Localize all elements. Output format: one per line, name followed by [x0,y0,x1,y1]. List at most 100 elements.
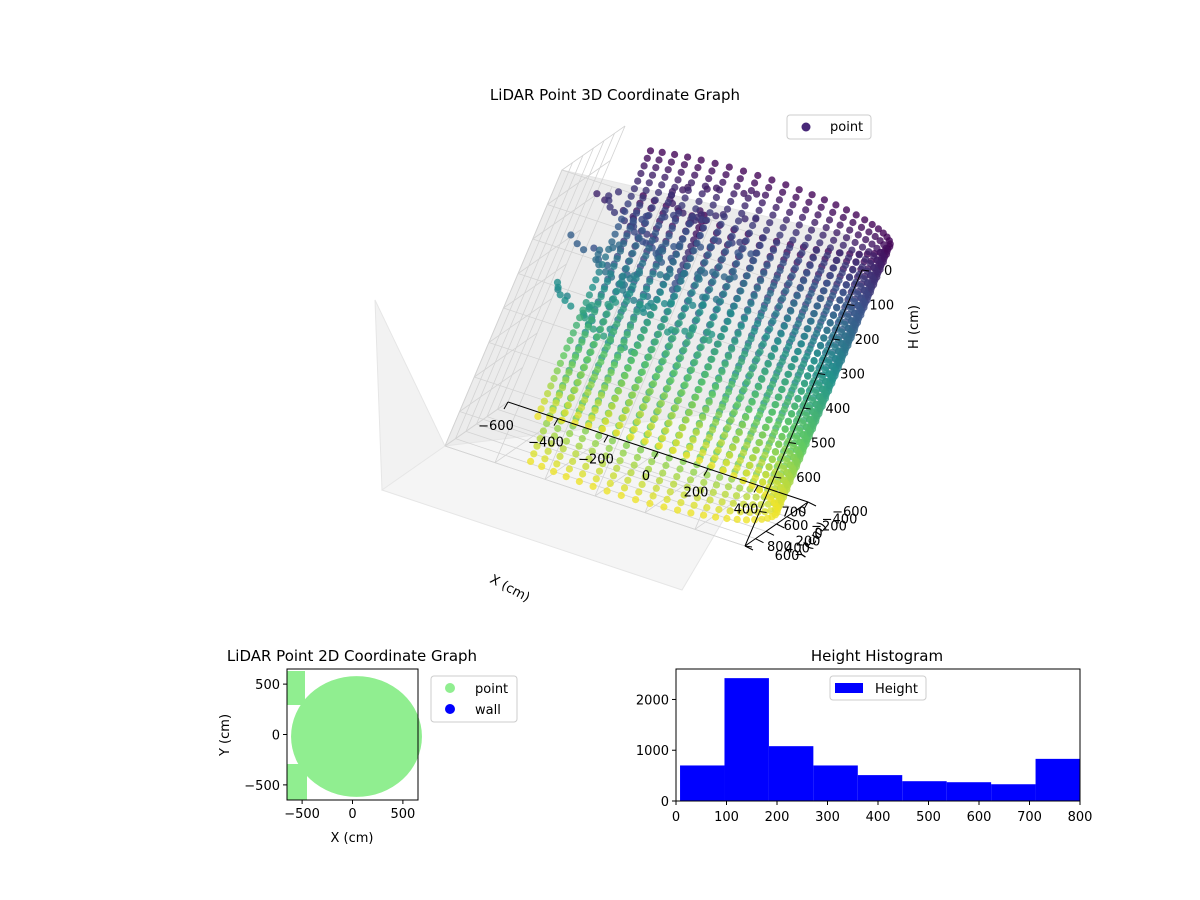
z-tick-3d [847,304,855,306]
data-point-3d [632,274,640,283]
data-point-3d [729,444,737,452]
data-point-3d [614,223,623,231]
data-point-3d [737,322,745,330]
data-point-3d [536,435,544,443]
data-point-3d [676,431,684,439]
data-point-3d [550,374,558,383]
data-point-3d [775,365,783,373]
data-point-3d [764,443,772,452]
data-point-3d [584,323,592,331]
z-tick-3d [788,442,796,444]
x-tick-label-hist: 0 [672,810,680,825]
data-point-3d [792,434,801,442]
legend-marker-point-2d [445,683,455,693]
data-point-3d [780,322,789,330]
data-point-3d [747,335,755,343]
data-point-3d [709,201,717,209]
data-point-3d [534,412,542,420]
data-point-3d [641,437,649,445]
y-tick-3d [755,538,764,544]
data-point-3d [741,202,749,210]
y-tick-label-hist: 1000 [636,744,669,759]
data-point-3d [749,221,757,230]
histogram-bar [946,782,992,801]
data-point-3d [558,384,567,392]
data-point-3d [752,493,760,501]
data-point-3d [804,297,812,305]
data-point-3d [842,234,851,242]
y-tick-label-3d: 200 [796,534,821,549]
data-point-3d [574,378,582,386]
grid-line-left-h [547,160,611,205]
data-point-3d [740,189,748,198]
data-point-3d [690,501,698,509]
legend-3d: point [786,114,872,140]
data-point-3d [751,391,760,399]
data-point-3d [718,255,727,263]
data-point-3d [786,244,794,252]
data-point-3d [687,254,695,262]
z-tick-3d [803,407,811,410]
data-point-3d [693,239,701,247]
data-point-3d [675,396,683,404]
data-point-3d [801,332,809,340]
data-point-3d [639,259,647,267]
data-point-3d [711,454,719,462]
data-point-3d [751,179,759,187]
data-point-3d [651,414,659,422]
data-point-3d [630,315,638,323]
data-point-3d [692,393,700,401]
data-point-3d [579,306,587,314]
z-tick-label-3d: 800 [767,540,792,555]
data-point-3d [618,379,626,388]
data-point-3d [678,388,686,397]
data-point-3d [791,327,799,335]
data-point-3d [578,338,586,346]
data-point-3d [592,276,600,284]
data-point-3d [651,338,659,346]
data-point-3d [681,381,689,389]
x-tick-label-hist: 100 [714,810,739,825]
data-point-3d [644,465,653,473]
data-point-3d [767,436,776,444]
data-point-3d [786,208,794,216]
data-point-3d [676,465,684,473]
data-point-3d [789,236,797,244]
data-point-3d [810,357,818,365]
data-point-3d [718,498,726,506]
y-tick-label-2d: 500 [255,678,280,693]
data-point-3d [588,301,596,309]
data-point-3d [825,358,833,366]
data-point-3d [747,187,756,195]
data-point-3d [683,451,691,459]
data-point-3d [663,495,671,503]
data-point-3d [556,452,564,460]
data-point-3d [708,391,717,399]
data-point-3d [530,450,538,458]
axes-3d: −600−400−2000200400600−600−400−200020040… [478,264,894,564]
data-point-3d [590,244,598,252]
chart-3d: LiDAR Point 3D Coordinate Graph −600−400… [374,86,922,606]
data-point-3d [640,162,648,170]
data-point-3d [621,207,629,216]
data-point-3d [775,196,784,204]
data-point-3d [771,345,779,353]
data-point-3d [662,239,670,248]
data-point-3d [649,380,658,388]
data-point-3d [613,255,621,263]
histogram-bar [813,765,858,801]
data-point-3d [607,369,615,377]
data-point-3d [718,368,726,376]
data-point-3d [605,245,613,253]
data-point-3d [646,147,655,155]
data-point-3d [732,436,740,444]
data-point-3d [794,395,802,403]
data-point-3d [684,248,692,257]
data-point-3d [697,486,705,494]
x-tick-3d [553,418,559,426]
point-region-2d-corner [287,671,305,705]
data-point-3d [614,188,623,196]
data-point-3d [675,209,683,217]
data-point-3d [798,213,807,221]
data-point-3d [629,249,637,257]
